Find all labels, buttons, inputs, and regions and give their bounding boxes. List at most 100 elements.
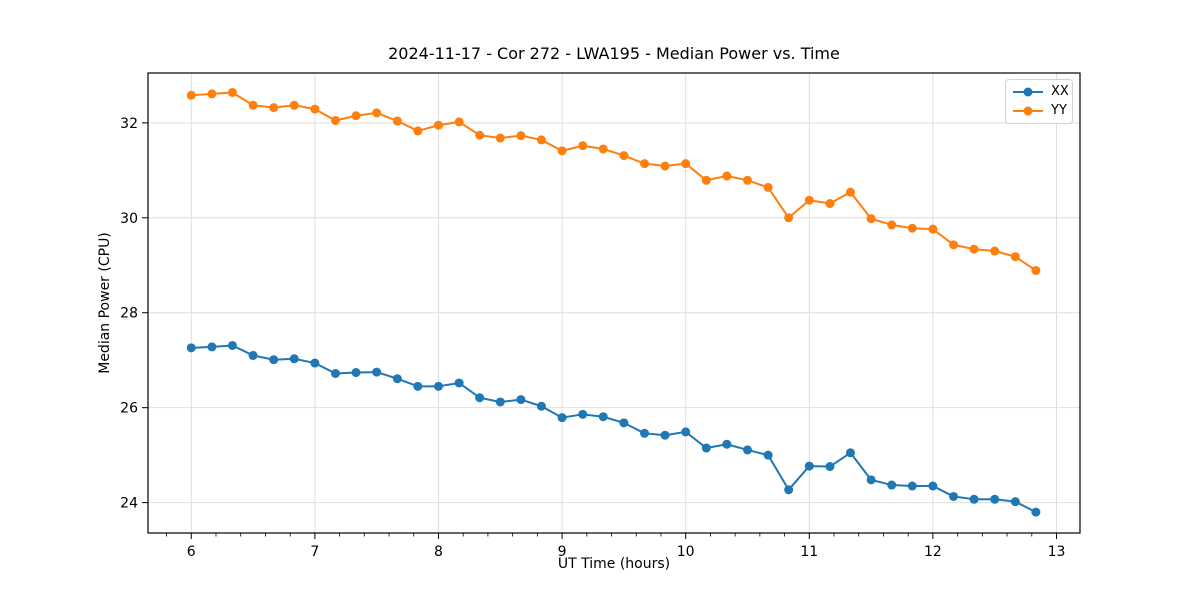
data-point-yy <box>578 141 588 151</box>
data-point-xx <box>722 439 732 449</box>
legend-label-yy: YY <box>1051 103 1067 118</box>
data-point-yy <box>681 159 691 169</box>
y-tick-label: 24 <box>120 496 138 512</box>
data-point-xx <box>598 412 608 422</box>
legend-item-yy: YY <box>1012 103 1072 119</box>
data-point-yy <box>227 87 237 97</box>
data-point-yy <box>186 90 196 100</box>
x-tick-label: 7 <box>310 544 319 560</box>
data-point-xx <box>454 378 464 388</box>
x-tick-label: 12 <box>924 544 942 560</box>
x-tick-label: 10 <box>677 544 695 560</box>
data-point-yy <box>475 130 485 140</box>
data-point-yy <box>289 100 299 110</box>
data-point-xx <box>351 368 361 378</box>
data-point-yy <box>207 89 217 99</box>
data-point-xx <box>1031 507 1041 517</box>
data-point-xx <box>289 354 299 364</box>
data-point-yy <box>845 187 855 197</box>
data-point-yy <box>598 144 608 154</box>
data-point-xx <box>186 343 196 353</box>
data-point-yy <box>372 108 382 118</box>
data-point-xx <box>495 397 505 407</box>
data-point-yy <box>969 244 979 254</box>
data-point-xx <box>969 494 979 504</box>
data-point-yy <box>310 104 320 114</box>
data-point-xx <box>866 475 876 485</box>
data-point-yy <box>516 131 526 141</box>
legend-marker-xx-icon <box>1013 87 1043 97</box>
data-point-yy <box>742 175 752 185</box>
data-point-yy <box>825 199 835 209</box>
data-point-xx <box>681 427 691 437</box>
legend-marker-yy-icon <box>1013 106 1043 116</box>
data-point-xx <box>372 367 382 377</box>
data-point-yy <box>1031 265 1041 275</box>
data-point-xx <box>640 428 650 438</box>
data-point-xx <box>804 461 814 471</box>
data-point-xx <box>331 368 341 378</box>
data-point-yy <box>701 175 711 185</box>
y-tick-label: 32 <box>120 116 138 132</box>
data-point-yy <box>640 159 650 169</box>
data-point-yy <box>660 161 670 171</box>
data-point-yy <box>866 214 876 224</box>
data-point-xx <box>845 448 855 458</box>
y-tick-label: 28 <box>120 306 138 322</box>
data-point-yy <box>990 246 1000 256</box>
data-point-xx <box>742 445 752 455</box>
data-point-yy <box>351 111 361 121</box>
data-point-yy <box>928 224 938 234</box>
data-point-xx <box>1010 497 1020 507</box>
data-point-xx <box>536 401 546 411</box>
data-point-yy <box>887 220 897 230</box>
data-point-xx <box>392 374 402 384</box>
data-point-xx <box>516 395 526 405</box>
data-point-xx <box>763 450 773 460</box>
data-point-xx <box>660 430 670 440</box>
data-point-yy <box>784 213 794 223</box>
x-tick-label: 11 <box>800 544 818 560</box>
data-point-yy <box>619 151 629 161</box>
data-point-yy <box>557 146 567 156</box>
data-point-xx <box>433 381 443 391</box>
y-tick-label: 30 <box>120 211 138 227</box>
data-point-xx <box>310 358 320 368</box>
data-point-yy <box>722 171 732 181</box>
data-point-yy <box>1010 252 1020 262</box>
data-point-yy <box>413 126 423 136</box>
data-point-yy <box>949 240 959 250</box>
data-point-yy <box>495 133 505 143</box>
data-point-xx <box>475 393 485 403</box>
data-point-yy <box>248 100 258 110</box>
x-tick-label: 8 <box>434 544 443 560</box>
data-point-xx <box>887 480 897 490</box>
legend: XX YY <box>1005 79 1073 124</box>
data-point-yy <box>331 115 341 125</box>
x-tick-label: 13 <box>1048 544 1066 560</box>
data-point-yy <box>763 182 773 192</box>
data-point-xx <box>701 443 711 453</box>
plot-border <box>147 72 1081 534</box>
x-tick-label: 6 <box>187 544 196 560</box>
data-point-xx <box>269 355 279 365</box>
data-point-xx <box>907 481 917 491</box>
data-point-yy <box>907 223 917 233</box>
data-point-xx <box>928 481 938 491</box>
legend-label-xx: XX <box>1051 84 1069 99</box>
data-point-yy <box>536 135 546 145</box>
data-point-yy <box>433 120 443 130</box>
y-tick-label: 26 <box>120 401 138 417</box>
series-line-yy <box>191 91 1037 272</box>
data-point-xx <box>619 418 629 428</box>
data-point-yy <box>454 117 464 127</box>
data-point-yy <box>392 116 402 126</box>
data-point-yy <box>804 195 814 205</box>
data-point-xx <box>413 381 423 391</box>
legend-item-xx: XX <box>1012 84 1072 100</box>
data-point-yy <box>269 103 279 113</box>
data-point-xx <box>227 340 237 350</box>
data-point-xx <box>207 342 217 352</box>
data-point-xx <box>248 350 258 360</box>
